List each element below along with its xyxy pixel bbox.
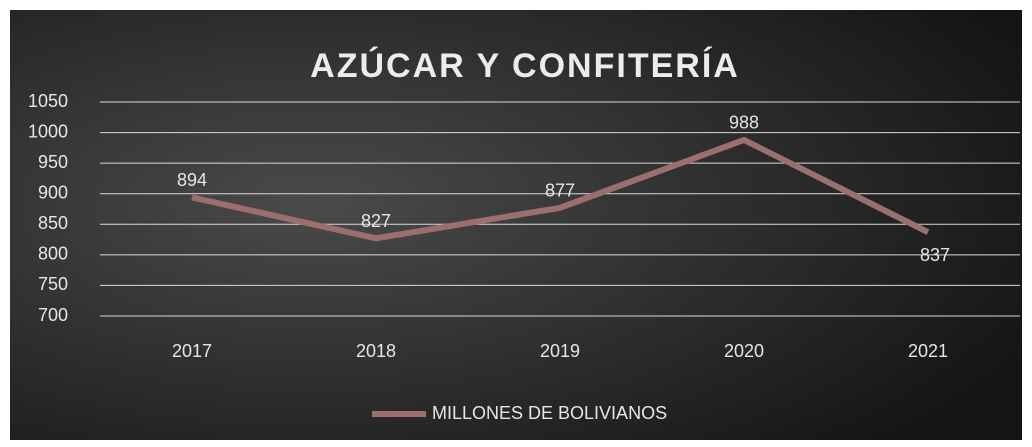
data-label: 894 [177, 170, 207, 190]
chart-title: AZÚCAR Y CONFITERÍA [310, 47, 740, 85]
y-tick-label: 800 [38, 244, 68, 264]
y-tick-label: 700 [38, 305, 68, 325]
series-line [191, 136, 930, 242]
y-tick-label: 1000 [28, 121, 68, 141]
x-tick-label: 2020 [724, 341, 764, 361]
data-label: 827 [361, 211, 391, 231]
x-tick-label: 2019 [540, 341, 580, 361]
x-tick-label: 2021 [908, 341, 948, 361]
data-label: 988 [729, 113, 759, 133]
chart-background [10, 10, 1022, 440]
y-tick-label: 850 [38, 213, 68, 233]
y-tick-label: 750 [38, 274, 68, 294]
legend-label: MILLONES DE BOLIVIANOS [432, 403, 667, 423]
y-tick-label: 1050 [28, 91, 68, 111]
y-tick-label: 950 [38, 152, 68, 172]
x-tick-label: 2018 [356, 341, 396, 361]
data-label: 837 [920, 245, 950, 265]
data-label: 877 [545, 181, 575, 201]
y-tick-label: 900 [38, 182, 68, 202]
x-tick-label: 2017 [172, 341, 212, 361]
